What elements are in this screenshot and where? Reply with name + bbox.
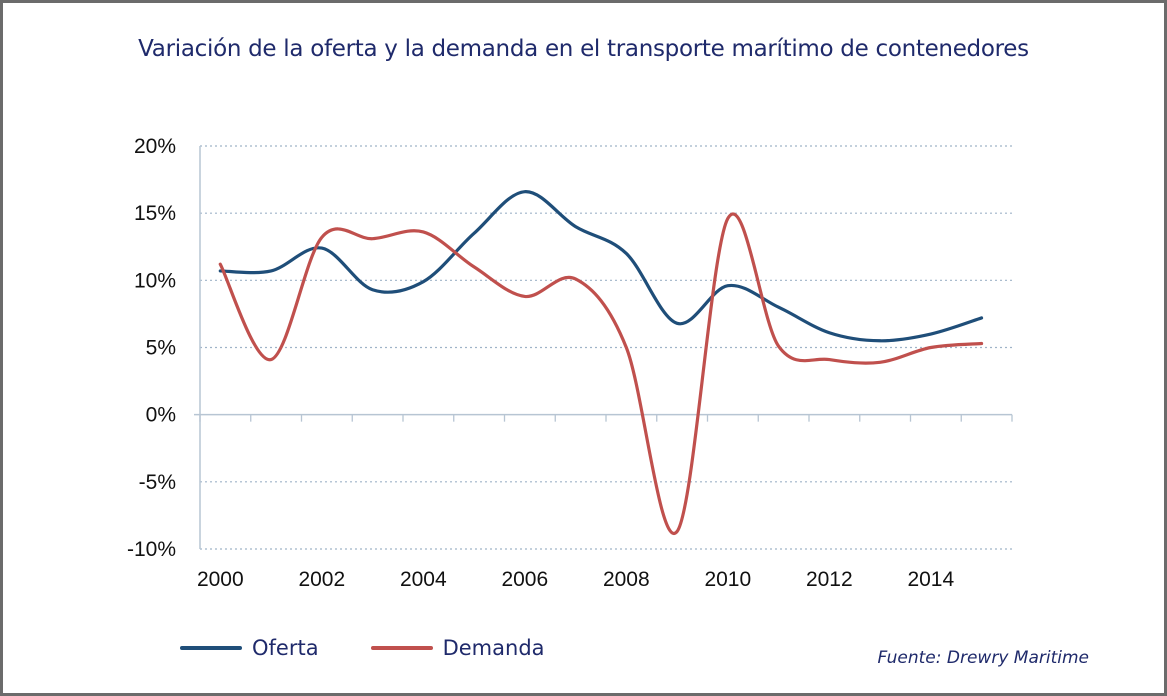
y-tick-label: 20% (134, 135, 176, 158)
x-tick-label: 2002 (298, 568, 345, 591)
x-tick-label: 2014 (907, 568, 954, 591)
x-tick-label: 2000 (197, 568, 244, 591)
x-axis-ticks (199, 414, 1013, 422)
y-tick-label: -10% (127, 538, 176, 561)
x-tick-label: 2006 (501, 568, 548, 591)
legend-label-oferta: Oferta (252, 636, 319, 660)
x-axis-tick-labels: 2000 2002 2004 2006 2008 2010 2012 2014 (197, 568, 955, 591)
legend-item-demanda[interactable]: Demanda (370, 636, 545, 660)
x-tick-label: 2010 (704, 568, 751, 591)
series-line-oferta (218, 190, 984, 343)
y-tick-label: 5% (146, 337, 176, 360)
x-tick-label: 2008 (603, 568, 650, 591)
axes (194, 146, 1012, 549)
y-tick-label: 15% (134, 202, 176, 225)
legend-label-demanda: Demanda (442, 636, 545, 660)
y-tick-label: -5% (139, 471, 176, 494)
chart-title: Variación de la oferta y la demanda en e… (138, 36, 1029, 62)
legend-swatch-oferta (180, 646, 242, 650)
x-tick-label: 2012 (806, 568, 853, 591)
legend-swatch-demanda (370, 646, 433, 650)
legend: Oferta Demanda (180, 636, 597, 660)
series-lines (218, 190, 984, 536)
x-tick-label: 2004 (400, 568, 447, 591)
legend-item-oferta[interactable]: Oferta (180, 636, 319, 660)
y-tick-label: 10% (134, 269, 176, 292)
series-line-demanda (218, 212, 984, 536)
y-tick-label: 0% (146, 404, 176, 427)
gridlines (200, 145, 1012, 550)
y-axis-tick-labels: 20% 15% 10% 5% 0% -5% -10% (127, 135, 176, 561)
source-note: Fuente: Drewry Maritime (877, 648, 1089, 668)
